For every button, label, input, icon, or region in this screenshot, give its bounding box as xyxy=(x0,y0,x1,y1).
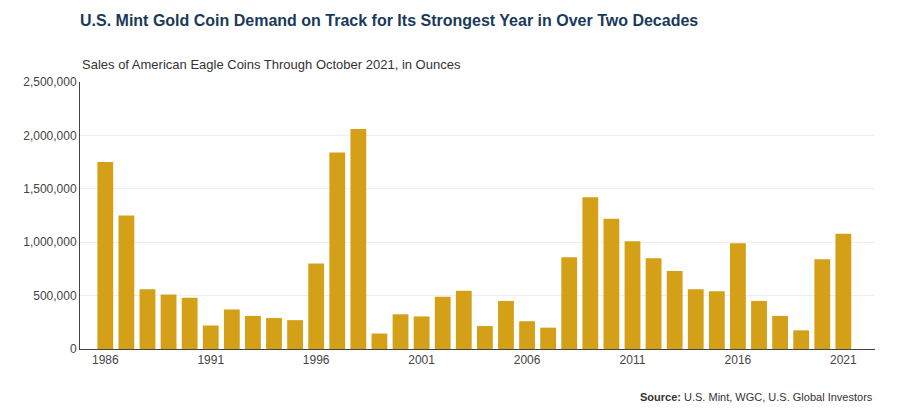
svg-text:1991: 1991 xyxy=(197,353,224,367)
svg-text:500,000: 500,000 xyxy=(33,289,77,303)
svg-text:2006: 2006 xyxy=(514,353,541,367)
svg-text:2011: 2011 xyxy=(620,353,646,367)
svg-text:2016: 2016 xyxy=(725,353,752,367)
svg-text:2,000,000: 2,000,000 xyxy=(23,129,77,143)
svg-text:2001: 2001 xyxy=(408,353,435,367)
svg-text:0: 0 xyxy=(70,342,77,356)
svg-text:1,500,000: 1,500,000 xyxy=(23,182,77,196)
svg-text:2,500,000: 2,500,000 xyxy=(23,75,77,89)
svg-text:Sales of American Eagle Coins: Sales of American Eagle Coins Through Oc… xyxy=(82,57,461,72)
svg-text:Source: U.S. Mint, WGC, U.S. G: Source: U.S. Mint, WGC, U.S. Global Inve… xyxy=(640,391,873,403)
svg-text:1996: 1996 xyxy=(303,353,330,367)
svg-text:1986: 1986 xyxy=(92,353,119,367)
svg-text:U.S. Mint Gold Coin Demand on: U.S. Mint Gold Coin Demand on Track for … xyxy=(80,12,698,29)
svg-text:1,000,000: 1,000,000 xyxy=(23,235,77,249)
svg-text:2021: 2021 xyxy=(830,353,857,367)
